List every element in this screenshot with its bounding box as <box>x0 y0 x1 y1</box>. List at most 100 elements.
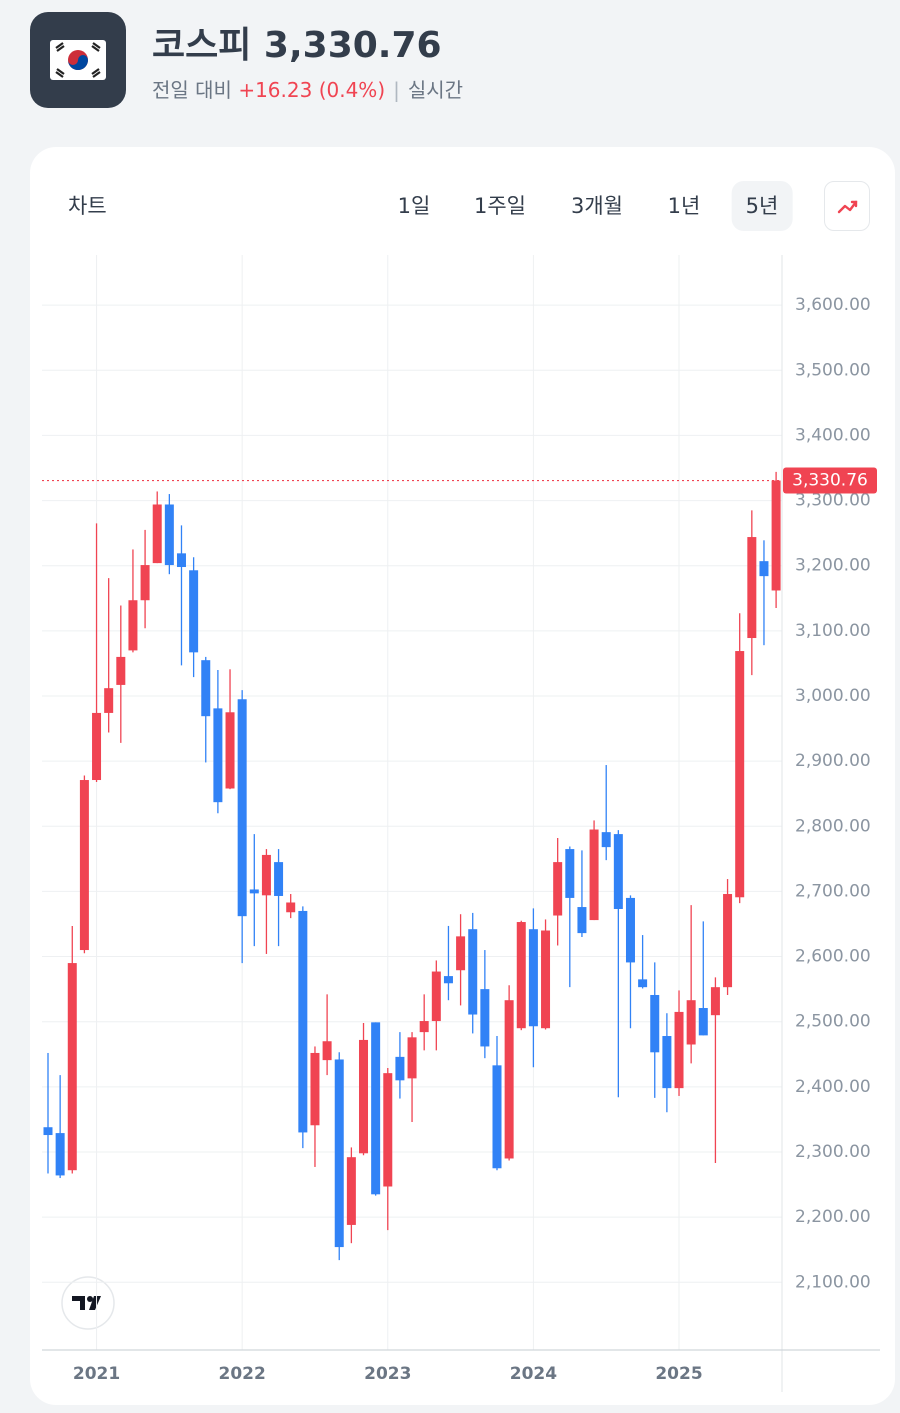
y-tick-label: 2,500.00 <box>795 1012 871 1032</box>
candle-body <box>407 1037 417 1079</box>
candle-body <box>747 537 757 639</box>
candle-body <box>565 849 575 898</box>
candle-body <box>468 929 478 1015</box>
index-icon <box>30 12 126 108</box>
candle-body <box>286 902 296 913</box>
candle-body <box>116 656 126 685</box>
range-tab[interactable]: 1주일 <box>473 194 527 218</box>
y-tick-label: 2,800.00 <box>795 816 871 836</box>
y-tick-label: 2,200.00 <box>795 1207 871 1227</box>
candle-body <box>735 651 745 898</box>
candle-body <box>334 1059 344 1248</box>
y-tick-label: 3,500.00 <box>795 360 871 380</box>
range-tab[interactable]: 5년 <box>731 181 793 231</box>
candle-body <box>492 1065 502 1169</box>
price-badge <box>783 467 877 494</box>
candle-body <box>516 922 526 1029</box>
range-tab[interactable]: 1년 <box>667 194 701 218</box>
candle-body <box>310 1052 320 1126</box>
y-tick-label: 3,200.00 <box>795 556 871 576</box>
candle-body <box>128 600 138 651</box>
index-price: 3,330.76 <box>263 25 442 66</box>
y-tick-label: 3,000.00 <box>795 686 871 706</box>
candle-body <box>528 929 538 1027</box>
section-title: 차트 <box>68 194 107 218</box>
index-name: 코스피 <box>152 25 252 66</box>
candle-body <box>261 854 271 896</box>
x-tick-label: 2021 <box>73 1364 120 1384</box>
y-tick-label: 2,300.00 <box>795 1142 871 1162</box>
candle-body <box>237 699 247 917</box>
candle-body <box>249 889 259 894</box>
candle-body <box>650 994 660 1053</box>
candle-body <box>698 1008 708 1036</box>
candle-body <box>723 894 733 988</box>
candle-body <box>383 1073 393 1187</box>
chart-style-button[interactable] <box>824 181 870 231</box>
candle-body <box>201 660 211 717</box>
candle-body <box>541 930 551 1029</box>
subtitle: 전일 대비 +16.23 (0.4%) | 실시간 <box>152 74 463 103</box>
candle-body <box>225 712 235 789</box>
candle-body <box>456 936 466 971</box>
y-tick-label: 3,100.00 <box>795 621 871 641</box>
candle-body <box>686 1000 696 1045</box>
candle-body <box>638 979 648 988</box>
flag <box>50 40 106 80</box>
candle-body <box>298 910 308 1133</box>
x-tick-label: 2025 <box>655 1364 702 1384</box>
status: 실시간 <box>407 78 464 102</box>
candle-body <box>419 1021 429 1033</box>
candle-body <box>601 832 611 848</box>
candle-body <box>625 897 635 963</box>
candle-body <box>395 1056 405 1081</box>
price-label: 3,330.76 <box>792 471 868 491</box>
candle-body <box>55 1133 65 1176</box>
y-tick-label: 2,400.00 <box>795 1077 871 1097</box>
y-tick-label: 2,100.00 <box>795 1272 871 1292</box>
candle-body <box>104 688 114 713</box>
candle-body <box>140 565 150 601</box>
y-tick-label: 2,700.00 <box>795 881 871 901</box>
change-caption: 전일 대비 <box>152 78 232 102</box>
candle-body <box>359 1039 369 1154</box>
range-tab[interactable]: 3개월 <box>570 194 624 218</box>
grid <box>42 255 782 1350</box>
candle-body <box>213 708 223 803</box>
candle-body <box>759 561 769 577</box>
candle-body <box>674 1011 684 1089</box>
candle-body <box>176 553 186 568</box>
chart-card <box>30 147 895 1405</box>
candle-body <box>274 862 284 896</box>
line-icon <box>837 200 858 214</box>
tv-logo <box>61 1276 115 1330</box>
candle-body <box>431 971 441 1022</box>
candle-body <box>589 829 599 921</box>
candle-body <box>346 1157 356 1225</box>
candle-body <box>480 989 490 1047</box>
candle-body <box>710 987 720 1016</box>
y-tick-label: 2,900.00 <box>795 751 871 771</box>
candle-body <box>79 780 89 951</box>
candle-body <box>43 1127 53 1136</box>
candle-body <box>553 862 563 916</box>
flag-eum <box>68 55 88 70</box>
candle-body <box>504 1000 514 1159</box>
candle-body <box>443 976 453 984</box>
y-tick-label: 3,300.00 <box>795 491 871 511</box>
y-tick-label: 3,600.00 <box>795 295 871 315</box>
candle-body <box>577 907 587 934</box>
y-tick-label: 2,600.00 <box>795 947 871 967</box>
change: +16.23 (0.4%) <box>238 78 386 102</box>
x-tick-label: 2023 <box>364 1364 411 1384</box>
candle-body <box>92 712 102 781</box>
candle-body <box>164 504 174 566</box>
candle-body <box>189 570 199 653</box>
candle-body <box>371 1022 381 1195</box>
title: 코스피 3,330.76 <box>152 16 442 68</box>
candle-body <box>613 834 623 910</box>
y-tick-label: 3,400.00 <box>795 425 871 445</box>
range-tab[interactable]: 1일 <box>397 194 431 218</box>
